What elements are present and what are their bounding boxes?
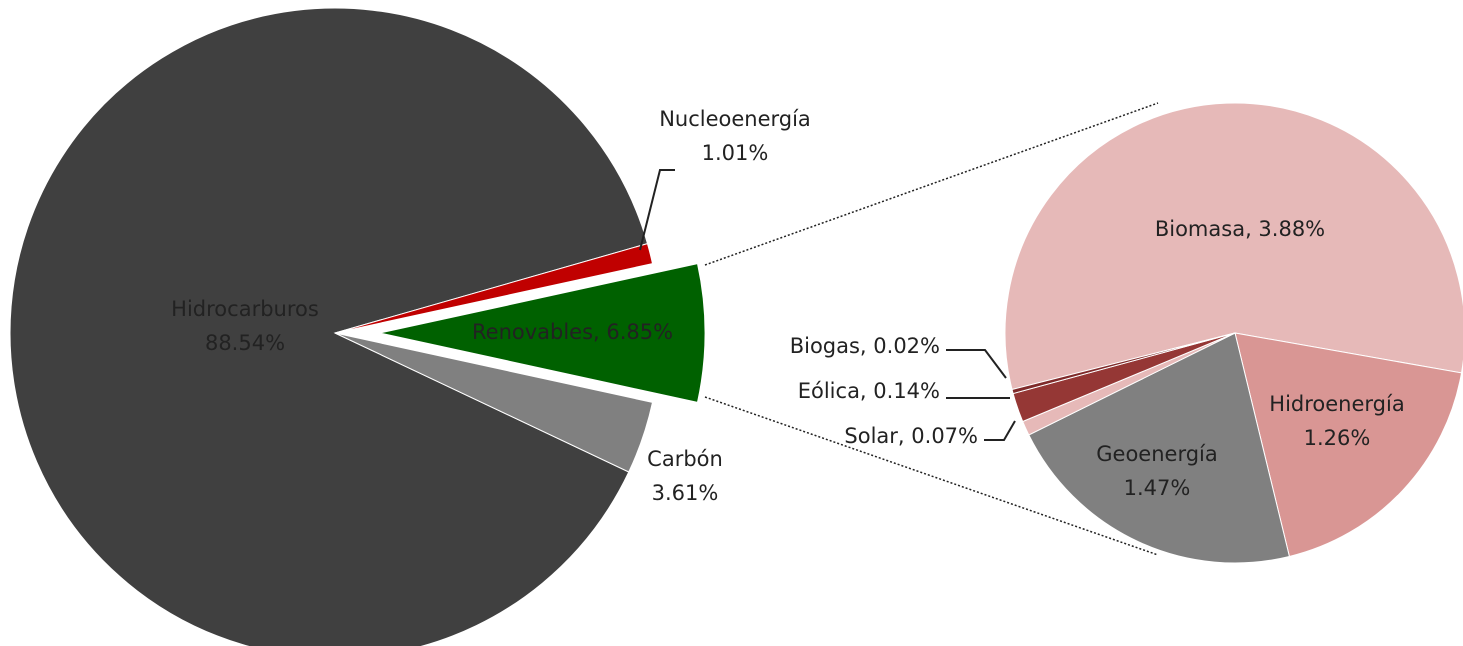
connector-line <box>704 102 1159 266</box>
slice-label: 88.54% <box>205 331 285 355</box>
slice-label: Eólica, 0.14% <box>798 379 940 403</box>
slice-label: 1.01% <box>702 141 769 165</box>
pie-slice <box>1011 332 1236 395</box>
pie-slice <box>1234 332 1463 558</box>
slice-label: 3.61% <box>652 481 719 505</box>
pie-slice <box>1004 102 1463 391</box>
slice-label: Biomasa, 3.88% <box>1155 217 1325 241</box>
slice-label: Biogas, 0.02% <box>790 334 940 358</box>
slice-label: 1.47% <box>1124 476 1191 500</box>
slice-label: Geoenergía <box>1096 442 1218 466</box>
pie-slice <box>9 7 649 646</box>
leader-line <box>984 420 1016 441</box>
slice-label: Renovables, 6.85% <box>472 320 673 344</box>
leader-line <box>639 169 675 251</box>
slice-label: Nucleoenergía <box>659 107 811 131</box>
pie-slice <box>334 242 654 334</box>
pie-slice <box>1028 332 1291 564</box>
leader-line <box>946 349 1007 379</box>
pie-slice <box>379 263 706 403</box>
slice-label: 1.26% <box>1304 426 1371 450</box>
slice-label: Solar, 0.07% <box>844 424 978 448</box>
slice-label: Carbón <box>647 447 723 471</box>
pie-slice <box>334 332 654 473</box>
slice-label: Hidrocarburos <box>171 297 319 321</box>
slice-label: Hidroenergía <box>1269 392 1404 416</box>
